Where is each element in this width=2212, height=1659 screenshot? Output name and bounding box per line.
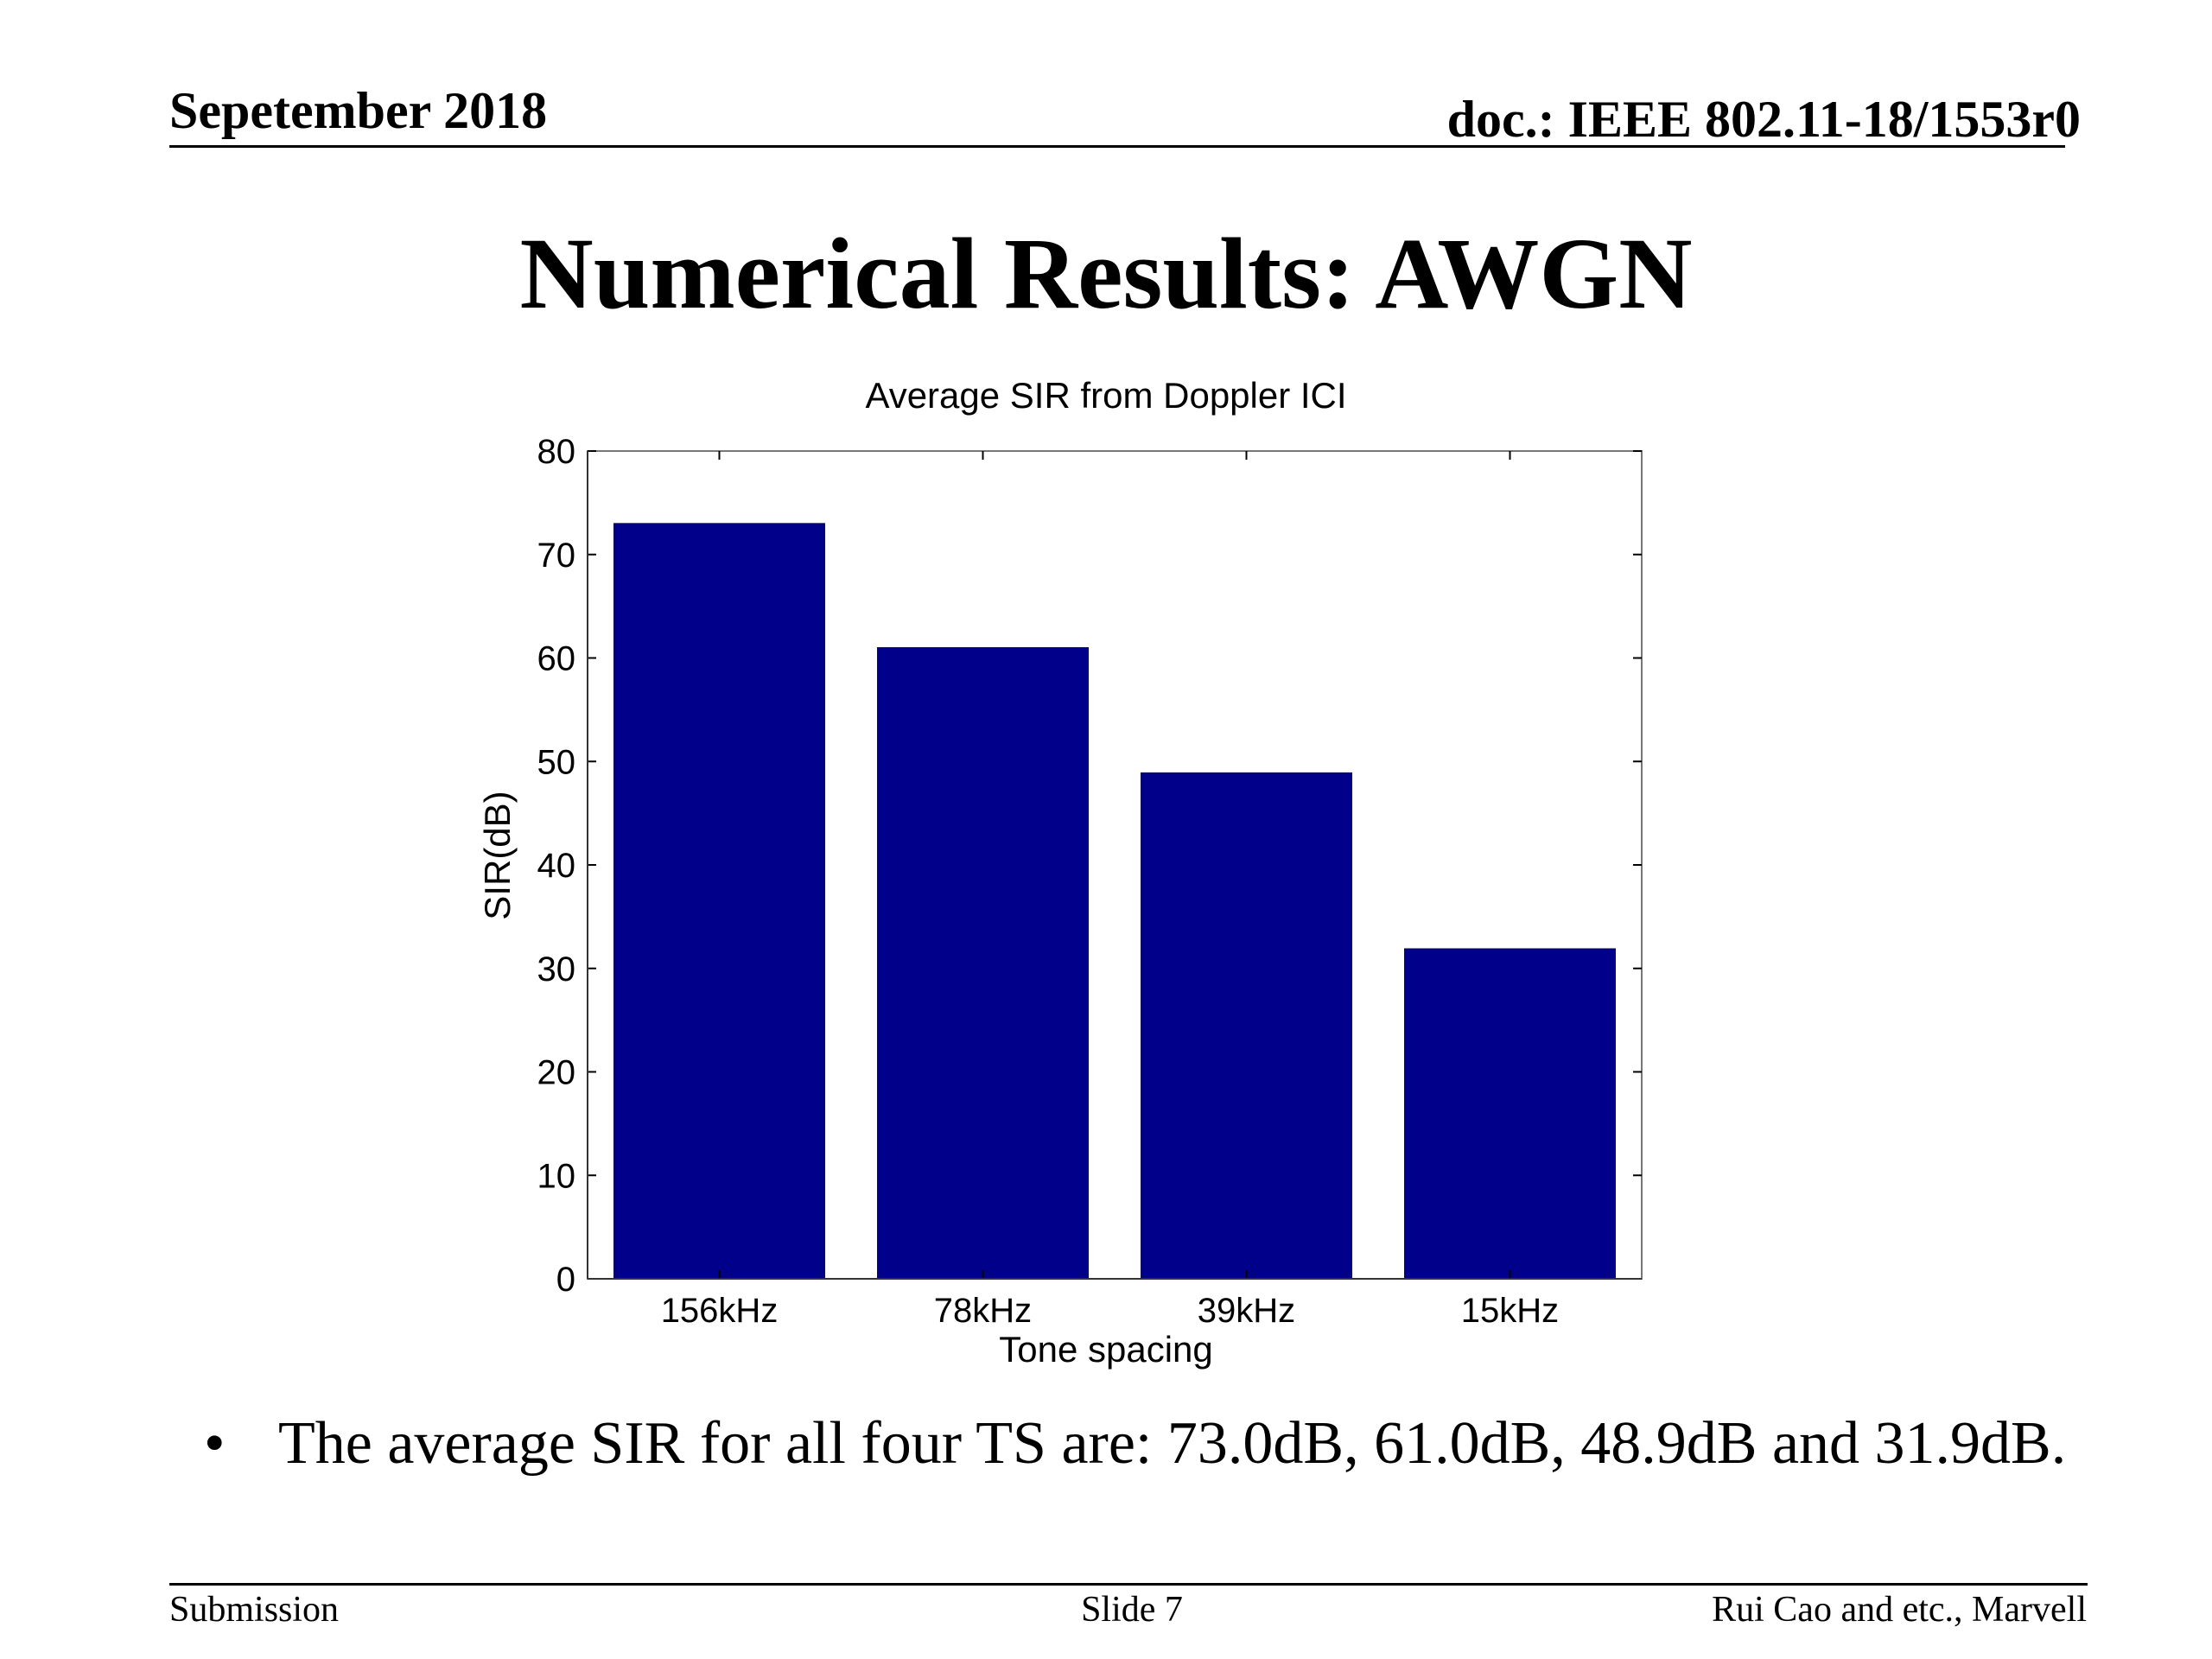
footer-rule bbox=[169, 1583, 2088, 1586]
x-tick-label: 39kHz bbox=[1198, 1292, 1295, 1330]
bullet-item: The average SIR for all four TS are: 73.… bbox=[278, 1410, 2067, 1477]
footer-author: Rui Cao and etc., Marvell bbox=[1712, 1590, 2087, 1630]
footer-slide-number: Slide 7 bbox=[1081, 1590, 1183, 1630]
chart-title: Average SIR from Doppler ICI bbox=[865, 375, 1346, 416]
bar-chart-svg: Average SIR from Doppler ICI SIR(dB) Ton… bbox=[477, 375, 1643, 1370]
y-tick-label: 40 bbox=[537, 847, 576, 885]
x-tick-label: 15kHz bbox=[1461, 1292, 1559, 1330]
y-tick-label: 30 bbox=[537, 950, 576, 988]
y-tick-label: 20 bbox=[537, 1054, 576, 1092]
y-tick-label: 70 bbox=[537, 537, 576, 575]
y-axis-label: SIR(dB) bbox=[477, 791, 518, 919]
y-tick-label: 50 bbox=[537, 743, 576, 781]
header-rule bbox=[169, 145, 2065, 148]
y-tick-label: 60 bbox=[537, 640, 576, 678]
x-tick-label: 156kHz bbox=[661, 1292, 779, 1330]
slide-title: Numerical Results: AWGN bbox=[519, 217, 1693, 330]
bar-39kHz bbox=[1141, 772, 1352, 1280]
header-doc-id: doc.: IEEE 802.11-18/1553r0 bbox=[1446, 91, 2081, 148]
bullet-marker: • bbox=[204, 1410, 226, 1477]
bar-chart: Average SIR from Doppler ICI SIR(dB) Ton… bbox=[432, 372, 1694, 1391]
header-date: Sepetember 2018 bbox=[169, 82, 548, 139]
x-axis-label: Tone spacing bbox=[999, 1329, 1213, 1370]
bar-78kHz bbox=[877, 647, 1089, 1280]
footer-submission: Submission bbox=[169, 1590, 340, 1630]
y-tick-label: 80 bbox=[537, 433, 576, 471]
y-tick-label: 10 bbox=[537, 1157, 576, 1195]
y-tick-label: 0 bbox=[556, 1261, 575, 1299]
bar-15kHz bbox=[1404, 948, 1616, 1280]
bar-156kHz bbox=[613, 523, 825, 1280]
x-tick-label: 78kHz bbox=[934, 1292, 1032, 1330]
